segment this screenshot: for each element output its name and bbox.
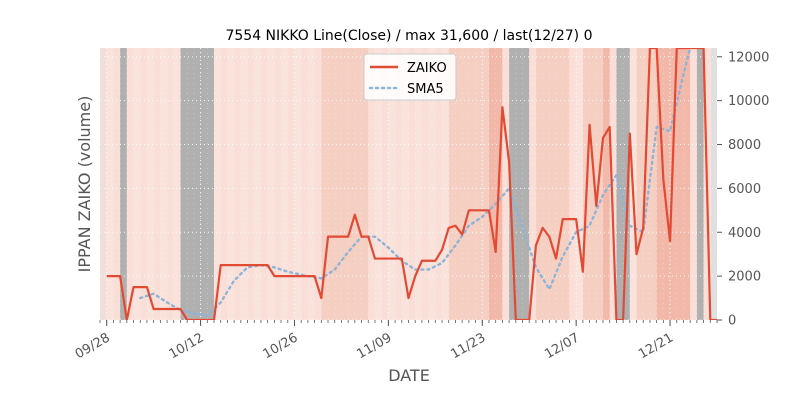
band-mid [448, 48, 496, 320]
series-line-zaiko [106, 48, 717, 320]
day-stripe [368, 48, 375, 320]
y-tick-label: 4000 [728, 226, 761, 241]
day-stripe [287, 48, 295, 320]
day-stripe [609, 48, 617, 320]
band-weekend [120, 48, 127, 320]
day-stripe [502, 48, 510, 320]
y-tick-label: 0 [728, 314, 736, 329]
band-mid [535, 48, 570, 320]
y-axis: 0 2000 4000 6000 8000 10000 12000 [717, 50, 769, 329]
y-tick-label: 10000 [728, 94, 769, 109]
day-stripe [569, 48, 577, 320]
day-stripe [247, 48, 255, 320]
y-tick-label: 8000 [728, 138, 761, 153]
day-stripe [167, 48, 174, 320]
edge-band-right [711, 48, 717, 320]
day-stripe [301, 48, 308, 320]
band-dark [602, 48, 610, 320]
band-weekend [180, 48, 215, 320]
band-mid [636, 48, 657, 320]
day-stripe [140, 48, 147, 320]
day-stripe [381, 48, 389, 320]
day-stripe [234, 48, 241, 320]
day-stripe [395, 48, 402, 320]
y-tick-label: 6000 [728, 182, 761, 197]
day-stripe [435, 48, 443, 320]
day-stripe [408, 48, 416, 320]
band-dark [656, 48, 691, 320]
legend: ZAIKO SMA5 [363, 53, 457, 101]
day-stripe [153, 48, 161, 320]
day-stripe [113, 48, 121, 320]
y-tick-label: 12000 [728, 50, 769, 65]
day-stripe [314, 48, 322, 320]
day-stripe [260, 48, 268, 320]
band-weekend [696, 48, 704, 320]
series-line-sma5 [139, 48, 692, 317]
day-stripe [421, 48, 429, 320]
legend-zaiko-label: ZAIKO [407, 61, 447, 76]
day-stripe [690, 48, 697, 320]
day-stripe [100, 48, 107, 320]
x-axis-label: DATE [388, 366, 430, 385]
legend-sma5-label: SMA5 [407, 82, 444, 97]
y-tick-label: 2000 [728, 270, 761, 285]
chart-title: 7554 NIKKO Line(Close) / max 31,600 / la… [225, 28, 592, 44]
y-axis-label: IPPAN ZAIKO (volume) [75, 96, 94, 273]
day-stripe [126, 48, 134, 320]
series [106, 48, 717, 320]
day-stripe [274, 48, 282, 320]
band-mid [321, 48, 369, 320]
day-stripe [529, 48, 536, 320]
day-stripe [220, 48, 228, 320]
band-weekend [509, 48, 530, 320]
